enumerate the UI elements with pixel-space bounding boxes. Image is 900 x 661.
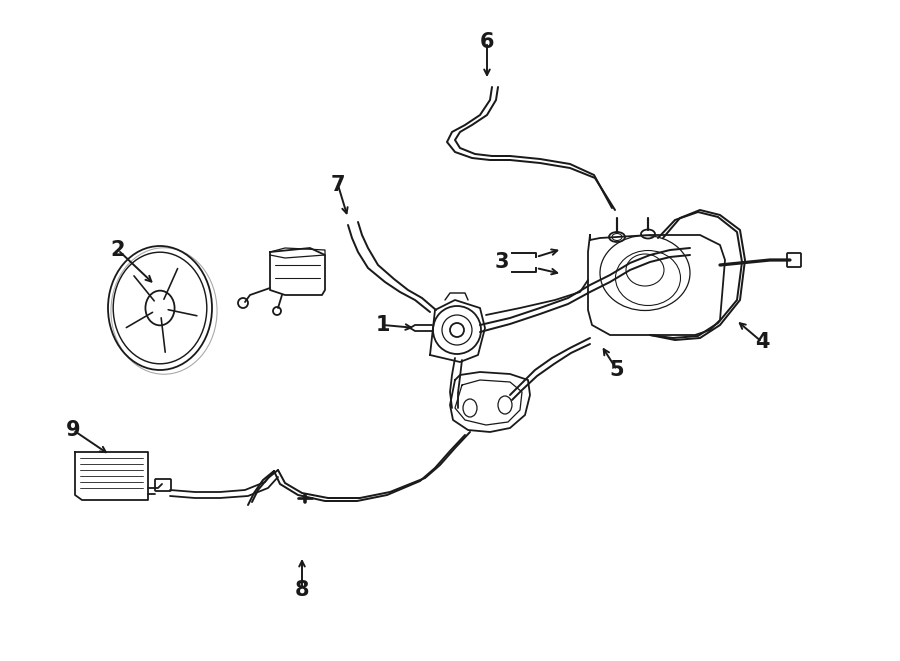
Text: 3: 3 [495,252,509,272]
Text: 7: 7 [331,175,346,195]
Text: 9: 9 [66,420,80,440]
Text: 2: 2 [111,240,125,260]
Text: 8: 8 [295,580,310,600]
Text: 5: 5 [609,360,625,380]
Text: 4: 4 [755,332,770,352]
Text: 1: 1 [376,315,391,335]
Text: 6: 6 [480,32,494,52]
